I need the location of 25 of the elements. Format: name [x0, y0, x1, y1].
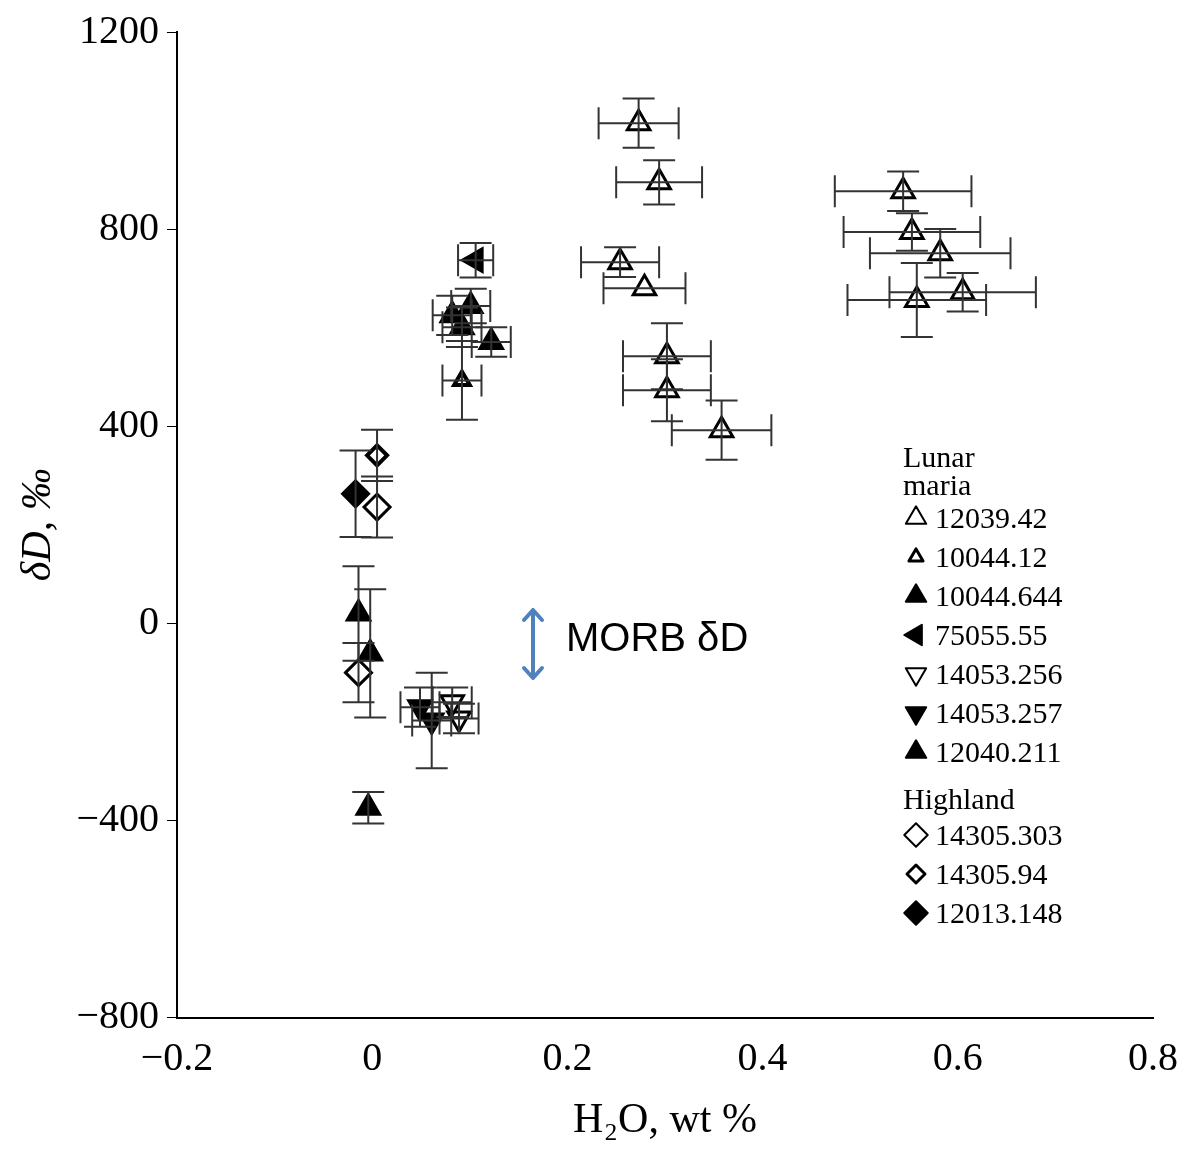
- y-tick-label: 800: [98, 203, 159, 249]
- legend-label: 10044.644: [935, 579, 1063, 614]
- legend-label: 10044.12: [935, 540, 1048, 575]
- legend-label: 12040.211: [935, 735, 1062, 770]
- x-tick-label: 0.2: [542, 1034, 593, 1080]
- x-axis-title: H₂O, wt %: [573, 1094, 757, 1141]
- annotation: Lunar maria: [903, 439, 976, 501]
- x-tick-label: 0: [362, 1034, 383, 1080]
- y-tick-label: −400: [76, 794, 159, 840]
- y-tick-label: 0: [138, 597, 159, 643]
- legend-label: 14053.256: [935, 657, 1063, 692]
- y-tick-label: 1200: [78, 6, 159, 52]
- legend-label: 12039.42: [935, 501, 1048, 536]
- y-tick-label: 400: [98, 400, 159, 446]
- legend-label: 12013.148: [935, 896, 1063, 931]
- legend-label: 14053.257: [935, 696, 1063, 731]
- legend-label: 14305.303: [935, 818, 1063, 853]
- x-tick-label: 0.6: [932, 1034, 983, 1080]
- y-axis-title: δD, ‰: [13, 468, 60, 582]
- legend-label: 14305.94: [935, 857, 1048, 892]
- legend-label: 75055.55: [935, 618, 1048, 653]
- x-tick-label: 0.8: [1128, 1034, 1178, 1080]
- annotation: MORB δD: [566, 615, 749, 660]
- x-tick-label: 0.4: [737, 1034, 788, 1080]
- annotation: Highland: [903, 781, 1016, 816]
